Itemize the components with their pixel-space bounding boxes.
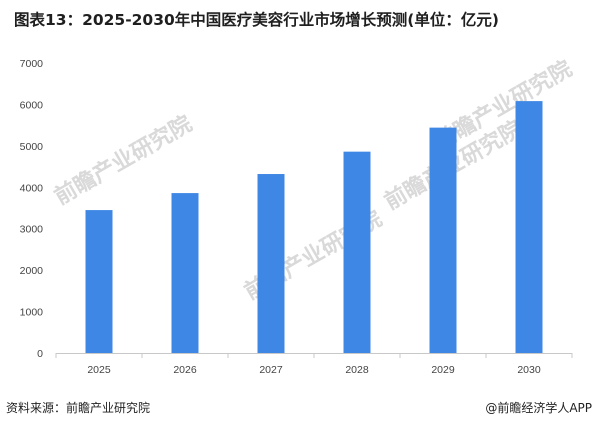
x-tick-label: 2029	[431, 364, 455, 376]
chart-title: 图表13：2025-2030年中国医疗美容行业市场增长预测(单位：亿元)	[14, 11, 499, 29]
bar-2029	[429, 127, 457, 353]
bar-2025	[85, 210, 113, 353]
x-tick-label: 2026	[173, 364, 197, 376]
y-tick-label: 2000	[20, 265, 44, 277]
y-axis: 0 1000 2000 3000 4000 5000 6000 7000	[20, 58, 44, 360]
app-credit: @前瞻经济学人APP	[485, 401, 592, 415]
bar-2030	[515, 101, 543, 353]
watermark-layer: 前瞻产业研究院前瞻产业研究院前瞻产业研究院前瞻产业研究院	[50, 56, 576, 306]
bar-2026	[171, 193, 199, 353]
x-tick-label: 2027	[259, 364, 283, 376]
bars	[85, 101, 543, 353]
source-note: 资料来源：前瞻产业研究院	[6, 401, 151, 415]
bar-2027	[257, 174, 285, 353]
y-tick-label: 3000	[20, 224, 44, 236]
y-tick-label: 7000	[20, 58, 44, 70]
y-tick-label: 4000	[20, 182, 44, 194]
y-tick-label: 6000	[20, 99, 44, 111]
x-tick-label: 2025	[87, 364, 111, 376]
x-axis: 2025 2026 2027 2028 2029 2030	[55, 353, 573, 376]
x-tick-label: 2028	[345, 364, 369, 376]
y-tick-label: 5000	[20, 141, 44, 153]
x-tick-label: 2030	[517, 364, 541, 376]
y-tick-label: 1000	[20, 307, 44, 319]
y-tick-label: 0	[37, 348, 43, 360]
bar-2028	[343, 151, 371, 353]
